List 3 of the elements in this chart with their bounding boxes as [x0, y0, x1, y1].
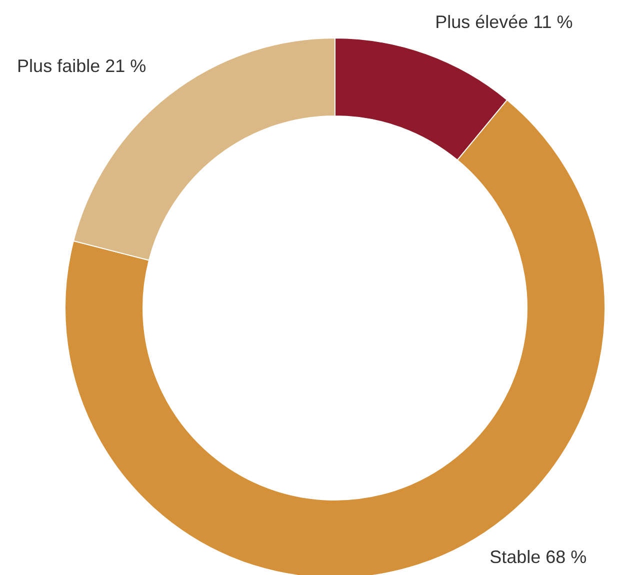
slice-label: Plus faible 21 %	[17, 56, 146, 76]
slice-label: Stable 68 %	[490, 547, 587, 567]
slice-label: Plus élevée 11 %	[435, 12, 573, 32]
